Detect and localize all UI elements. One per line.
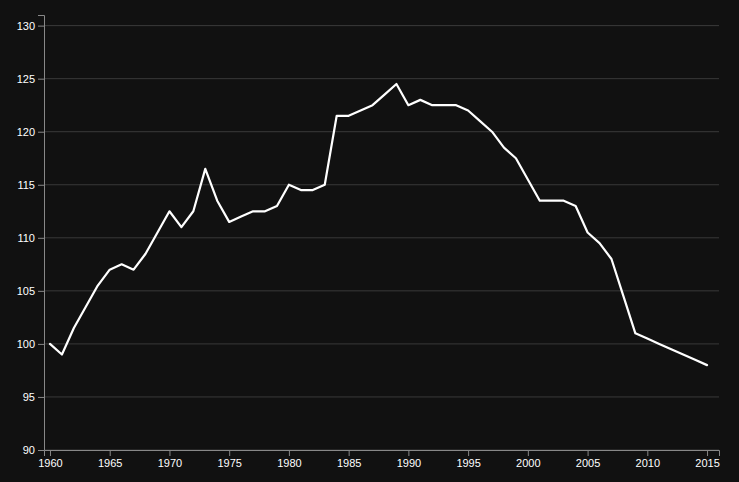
tick-mark bbox=[38, 26, 44, 27]
tick-label: 2010 bbox=[636, 457, 660, 469]
tick-mark bbox=[38, 344, 44, 345]
tick: 1960 bbox=[38, 450, 62, 469]
tick-label: 1970 bbox=[158, 457, 182, 469]
tick: 1995 bbox=[456, 450, 480, 469]
tick: 125 bbox=[17, 73, 44, 85]
tick-label: 1965 bbox=[98, 457, 122, 469]
tick-label: 120 bbox=[17, 126, 35, 138]
tick-label: 100 bbox=[17, 338, 35, 350]
tick-label: 110 bbox=[17, 232, 35, 244]
tick-mark bbox=[468, 450, 469, 456]
grid-line bbox=[44, 290, 719, 291]
tick: 2005 bbox=[576, 450, 600, 469]
tick: 2015 bbox=[695, 450, 719, 469]
tick: 120 bbox=[17, 126, 44, 138]
tick-mark bbox=[169, 450, 170, 456]
tick-label: 1995 bbox=[456, 457, 480, 469]
tick: 1970 bbox=[158, 450, 182, 469]
grid-line bbox=[44, 78, 719, 79]
tick: 95 bbox=[23, 391, 44, 403]
tick-mark bbox=[647, 450, 648, 456]
tick-label: 1960 bbox=[38, 457, 62, 469]
tick-mark bbox=[349, 450, 350, 456]
tick-mark bbox=[38, 79, 44, 80]
tick-label: 2005 bbox=[576, 457, 600, 469]
tick: 130 bbox=[17, 20, 44, 32]
tick-mark bbox=[38, 397, 44, 398]
y-axis: 90 95 100 105 110 115 120 125 130 bbox=[17, 16, 45, 457]
grid-line bbox=[44, 237, 719, 238]
plot: 1960 1965 1970 1975 1980 1985 1990 1995 2000 2005… bbox=[17, 16, 720, 469]
grid-line bbox=[44, 184, 719, 185]
tick-mark bbox=[50, 450, 51, 456]
tick-mark bbox=[38, 291, 44, 292]
line bbox=[50, 84, 707, 365]
tick-label: 1980 bbox=[277, 457, 301, 469]
tick-label: 90 bbox=[23, 444, 35, 456]
tick-label: 125 bbox=[17, 73, 35, 85]
tick-mark bbox=[38, 238, 44, 239]
tick-mark bbox=[289, 450, 290, 456]
tick: 110 bbox=[17, 232, 44, 244]
tick-mark bbox=[588, 450, 589, 456]
tick: 1965 bbox=[98, 450, 122, 469]
background bbox=[0, 0, 739, 482]
x-axis: 1960 1965 1970 1975 1980 1985 1990 1995 2000 2005… bbox=[38, 450, 720, 469]
grid-line bbox=[44, 343, 719, 344]
tick-mark bbox=[38, 185, 44, 186]
tick-label: 1975 bbox=[217, 457, 241, 469]
tick-label: 115 bbox=[17, 179, 35, 191]
tick-label: 95 bbox=[23, 391, 35, 403]
tick-label: 2015 bbox=[695, 457, 719, 469]
tick-mark bbox=[38, 132, 44, 133]
tick: 2000 bbox=[516, 450, 540, 469]
tick-label: 1985 bbox=[337, 457, 361, 469]
tick-label: 130 bbox=[17, 20, 35, 32]
tick-mark bbox=[528, 450, 529, 456]
tick: 90 bbox=[23, 444, 44, 456]
tick: 1985 bbox=[337, 450, 361, 469]
tick-mark bbox=[229, 450, 230, 456]
chart: 1960 1965 1970 1975 1980 1985 1990 1995 2000 2005… bbox=[0, 0, 739, 482]
grid-line bbox=[44, 25, 719, 26]
tick-label: 2000 bbox=[516, 457, 540, 469]
grid bbox=[44, 26, 719, 450]
tick: 2010 bbox=[636, 450, 660, 469]
tick: 115 bbox=[17, 179, 44, 191]
tick-label: 105 bbox=[17, 285, 35, 297]
grid-line bbox=[44, 396, 719, 397]
tick-mark bbox=[38, 450, 44, 451]
tick: 100 bbox=[17, 338, 44, 350]
tick: 105 bbox=[17, 285, 44, 297]
tick: 1990 bbox=[397, 450, 421, 469]
grid-line bbox=[44, 131, 719, 132]
tick-mark bbox=[110, 450, 111, 456]
tick: 1980 bbox=[277, 450, 301, 469]
tick: 1975 bbox=[217, 450, 241, 469]
axis-line bbox=[45, 451, 720, 457]
tick-mark bbox=[408, 450, 409, 456]
axis-line bbox=[38, 16, 45, 451]
tick-label: 1990 bbox=[397, 457, 421, 469]
tick-mark bbox=[707, 450, 708, 456]
marks bbox=[50, 84, 707, 365]
